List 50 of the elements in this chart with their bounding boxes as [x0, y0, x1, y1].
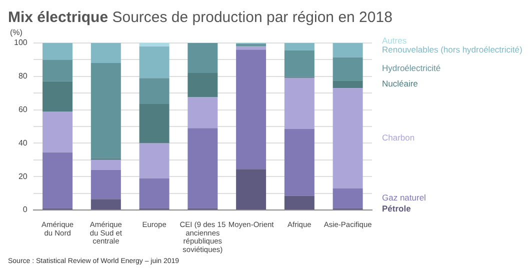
y-tick-label: 100	[14, 38, 28, 48]
text: Renouvelables (hors hydroélectricité)	[382, 44, 522, 54]
bar	[90, 63, 121, 158]
text: Charbon	[382, 132, 415, 143]
bar	[284, 50, 314, 78]
text: Hydroélectricité	[382, 63, 441, 74]
bar	[284, 129, 314, 196]
bar	[90, 199, 121, 210]
bar	[188, 73, 218, 98]
bar	[188, 97, 218, 128]
y-tick-label: 80	[18, 72, 28, 81]
bar	[42, 152, 73, 208]
text: Pétrole	[382, 204, 412, 214]
bar	[236, 46, 266, 50]
bar	[332, 80, 363, 88]
bar	[139, 143, 170, 178]
bar	[332, 188, 363, 208]
chart-title: Mix électrique	[8, 9, 108, 26]
bar	[139, 46, 170, 78]
text: Gaz naturel	[382, 192, 426, 203]
bar	[139, 104, 170, 144]
bar	[332, 57, 363, 81]
bar	[139, 43, 170, 46]
bar	[42, 60, 73, 82]
bar	[236, 50, 266, 170]
bar	[332, 88, 363, 188]
bar	[42, 43, 73, 60]
y-tick-label: 20	[18, 172, 28, 181]
text: Autres	[382, 35, 407, 46]
y-tick-label: 0	[22, 205, 28, 214]
y-tick-label: 40	[18, 138, 28, 148]
bar	[42, 111, 73, 152]
bar	[139, 178, 170, 208]
y-tick-label: 60	[18, 105, 28, 114]
bar	[284, 43, 314, 51]
bar	[90, 160, 121, 170]
text: Nucléaire	[382, 78, 418, 89]
bar	[236, 169, 266, 210]
bar	[284, 196, 314, 210]
chart-subtitle: Sources de production par région en 2018	[112, 9, 392, 26]
bar	[332, 43, 363, 58]
bar	[188, 128, 218, 208]
y-axis-title: (%)	[10, 28, 23, 38]
bar	[90, 170, 121, 200]
bar	[139, 78, 170, 104]
bar	[90, 43, 121, 64]
bar	[42, 81, 73, 112]
bar	[188, 43, 218, 74]
bar	[284, 78, 314, 130]
bar	[236, 44, 266, 46]
